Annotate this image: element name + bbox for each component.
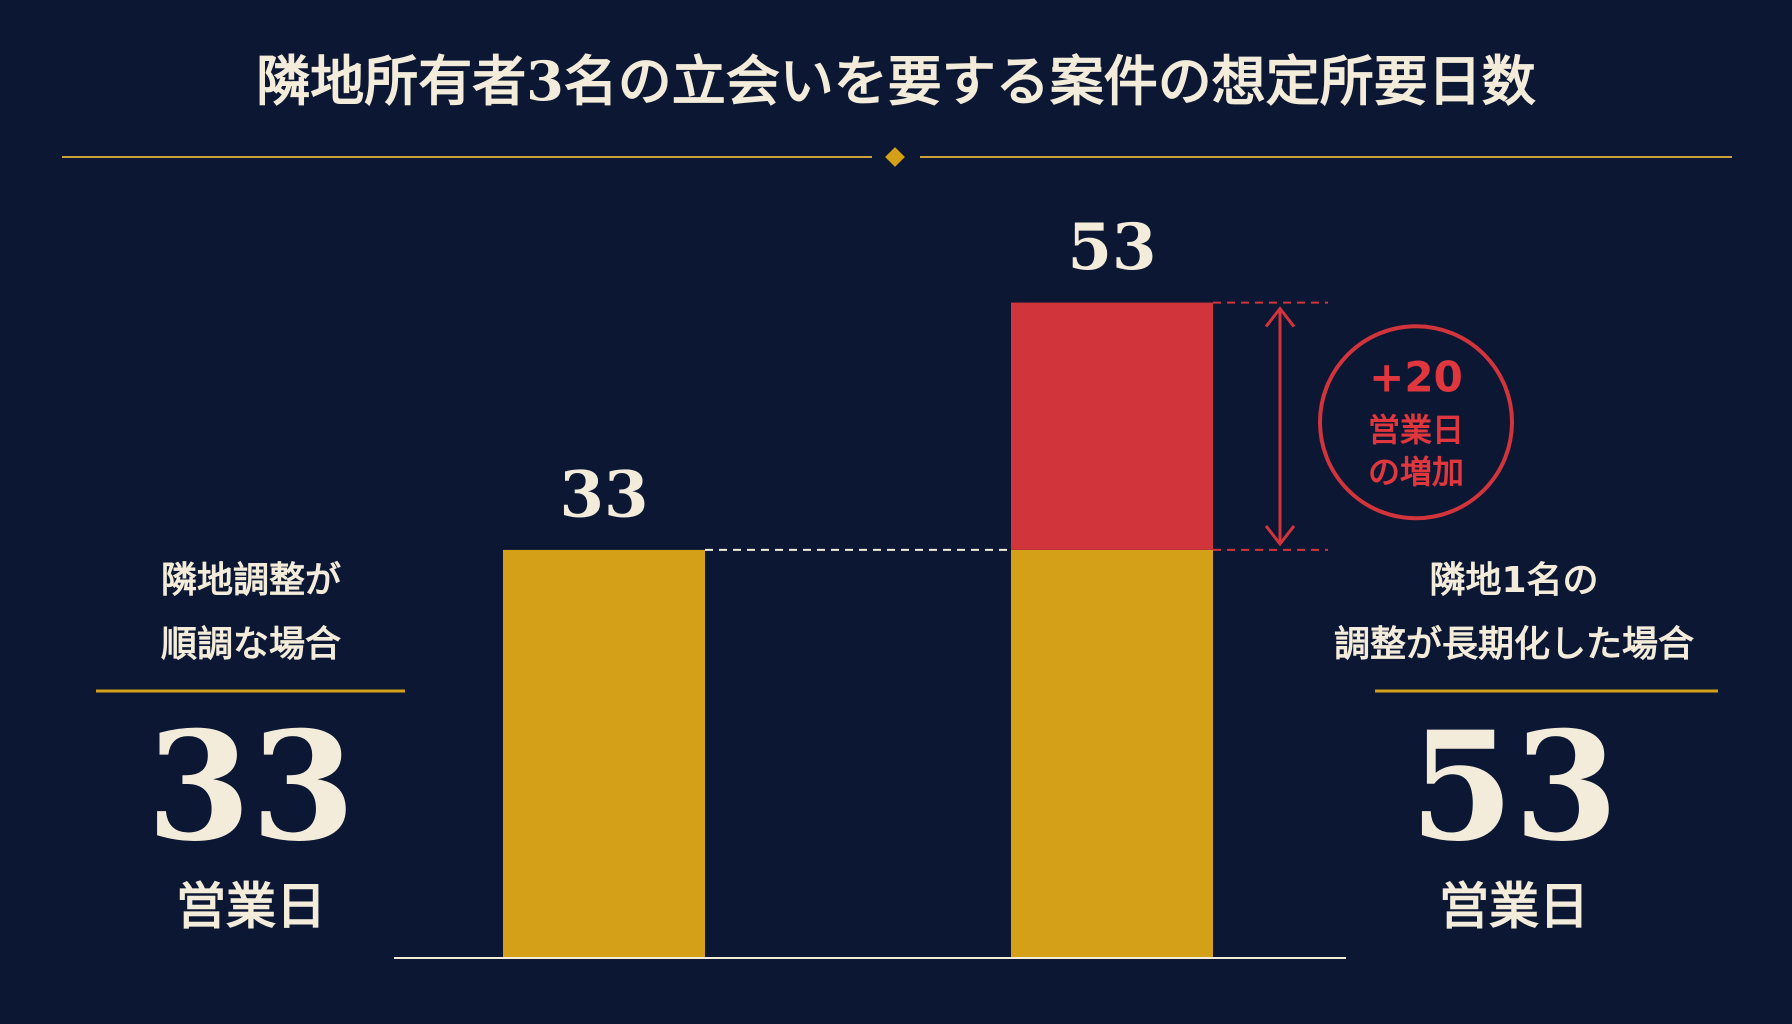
total-label: 33 <box>559 457 648 532</box>
panel-value: 33 <box>147 699 356 875</box>
annotation-text: 営業日 <box>1368 411 1464 449</box>
category-label: 順調な場合 <box>161 624 341 665</box>
bar-segment <box>503 549 705 958</box>
category-label: 調整が長期化した場合 <box>1334 624 1694 665</box>
panel-unit: 営業日 <box>176 878 326 936</box>
bar-segment <box>1011 302 1213 550</box>
category-label: 隣地1名の <box>1429 560 1598 601</box>
category-label: 隣地調整が <box>161 560 341 601</box>
arrow-head <box>1264 524 1296 547</box>
annotation-text: の増加 <box>1368 453 1464 491</box>
chart-title: 隣地所有者3名の立会いを要する案件の想定所要日数 <box>256 49 1536 113</box>
arrow-head <box>1264 306 1296 328</box>
panel-value: 53 <box>1410 699 1619 875</box>
annotation-circle <box>1318 324 1514 521</box>
bar-segment <box>1011 549 1213 958</box>
panel-unit: 営業日 <box>1439 878 1589 936</box>
total-label: 53 <box>1067 210 1156 285</box>
difference-label: +20 <box>1369 353 1463 402</box>
